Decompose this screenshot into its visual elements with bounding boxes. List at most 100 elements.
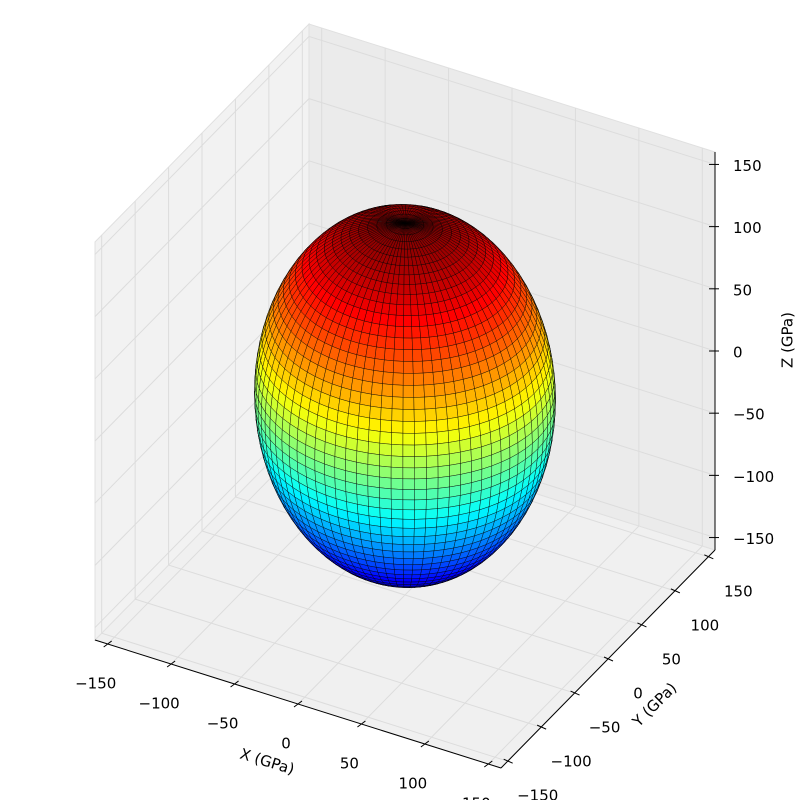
surface-face: [503, 253, 513, 266]
surface-face: [411, 569, 422, 576]
surface-face: [435, 406, 448, 421]
grid-line: [168, 564, 575, 694]
surface-face: [379, 465, 392, 479]
y-tick-label: 150: [724, 582, 753, 600]
surface-face: [437, 486, 450, 499]
surface-face: [360, 380, 373, 395]
surface-face: [436, 430, 449, 445]
surface-face: [446, 405, 459, 420]
x-tick-label: 100: [399, 775, 428, 793]
surface-face: [379, 497, 392, 510]
grid-line: [308, 98, 716, 228]
grid-line: [134, 598, 542, 728]
surface-face: [386, 325, 396, 338]
surface-face: [447, 416, 460, 431]
surface-face: [403, 315, 412, 327]
surface-face: [420, 336, 431, 350]
surface-face: [426, 455, 439, 468]
surface-face: [433, 382, 446, 397]
surface-face: [413, 384, 425, 398]
surface-face: [368, 429, 381, 444]
grid-line: [94, 98, 310, 317]
surface-face: [372, 370, 384, 384]
surface-face: [391, 396, 404, 410]
surface-face: [390, 488, 404, 501]
surface-face: [422, 557, 434, 565]
z-tick-label: 150: [733, 157, 762, 175]
surface-face: [379, 431, 392, 445]
surface-face: [394, 326, 404, 339]
surface-face: [425, 431, 438, 445]
surface-face: [414, 518, 427, 529]
x-tick: [103, 640, 112, 648]
surface-face: [394, 574, 404, 579]
surface-face: [403, 294, 411, 306]
surface-face: [374, 346, 386, 361]
x-tick-label: −50: [207, 715, 239, 733]
y-tick: [570, 690, 580, 696]
z-tick-label: 50: [733, 281, 752, 299]
surface-face: [446, 577, 457, 582]
surface-face: [402, 421, 415, 434]
surface-face: [392, 551, 404, 559]
surface-face: [413, 408, 426, 422]
surface-face: [541, 318, 547, 335]
surface-face: [442, 369, 455, 384]
surface-face: [437, 442, 450, 456]
surface-face: [393, 348, 404, 362]
surface-face: [432, 370, 445, 385]
x-tick-label: −150: [75, 675, 116, 693]
surface-face: [422, 372, 435, 386]
surface-face: [405, 204, 412, 206]
surface-face: [425, 443, 439, 457]
surface-face: [403, 558, 414, 565]
x-tick-label: 50: [340, 755, 359, 773]
surface-face: [425, 508, 438, 520]
y-tick-label: −100: [551, 753, 592, 771]
surface-face: [388, 303, 398, 316]
surface-face: [458, 217, 469, 224]
surface-face: [367, 485, 380, 499]
surface-face: [403, 337, 413, 350]
surface-face: [426, 477, 439, 490]
surface-face: [392, 372, 404, 386]
surface-face: [412, 564, 423, 571]
surface-face: [421, 563, 433, 571]
surface-face: [403, 584, 411, 587]
surface-face: [390, 477, 404, 490]
grid-line: [94, 222, 310, 442]
surface-face: [391, 535, 404, 545]
surface-face: [376, 335, 387, 349]
surface-face: [425, 498, 439, 510]
surface-face: [414, 499, 427, 511]
surface-face: [383, 359, 394, 373]
surface-face: [471, 562, 482, 570]
y-tick-label: −150: [517, 787, 558, 800]
surface-face: [549, 345, 553, 363]
surface-face: [393, 563, 404, 571]
y-tick: [536, 724, 547, 730]
surface-face: [379, 517, 392, 528]
surface-face: [402, 509, 415, 520]
grid-line: [101, 632, 508, 762]
surface-face: [481, 554, 493, 563]
surface-face: [414, 467, 427, 480]
surface-face: [403, 304, 412, 316]
surface-face: [436, 516, 449, 528]
surface-face: [424, 396, 437, 410]
surface-face: [402, 544, 415, 553]
x-tick: [230, 680, 239, 688]
surface-face: [411, 326, 421, 339]
surface-face: [436, 507, 449, 519]
surface-face: [395, 304, 404, 316]
surface-face: [448, 440, 461, 455]
surface: [254, 204, 556, 588]
surface-face: [403, 265, 410, 276]
surface-face: [413, 396, 426, 410]
surface-face: [403, 349, 414, 362]
surface-face: [391, 518, 404, 529]
surface-face: [395, 314, 404, 327]
surface-face: [373, 358, 385, 372]
surface-face: [437, 465, 450, 478]
surface-face: [377, 324, 388, 337]
